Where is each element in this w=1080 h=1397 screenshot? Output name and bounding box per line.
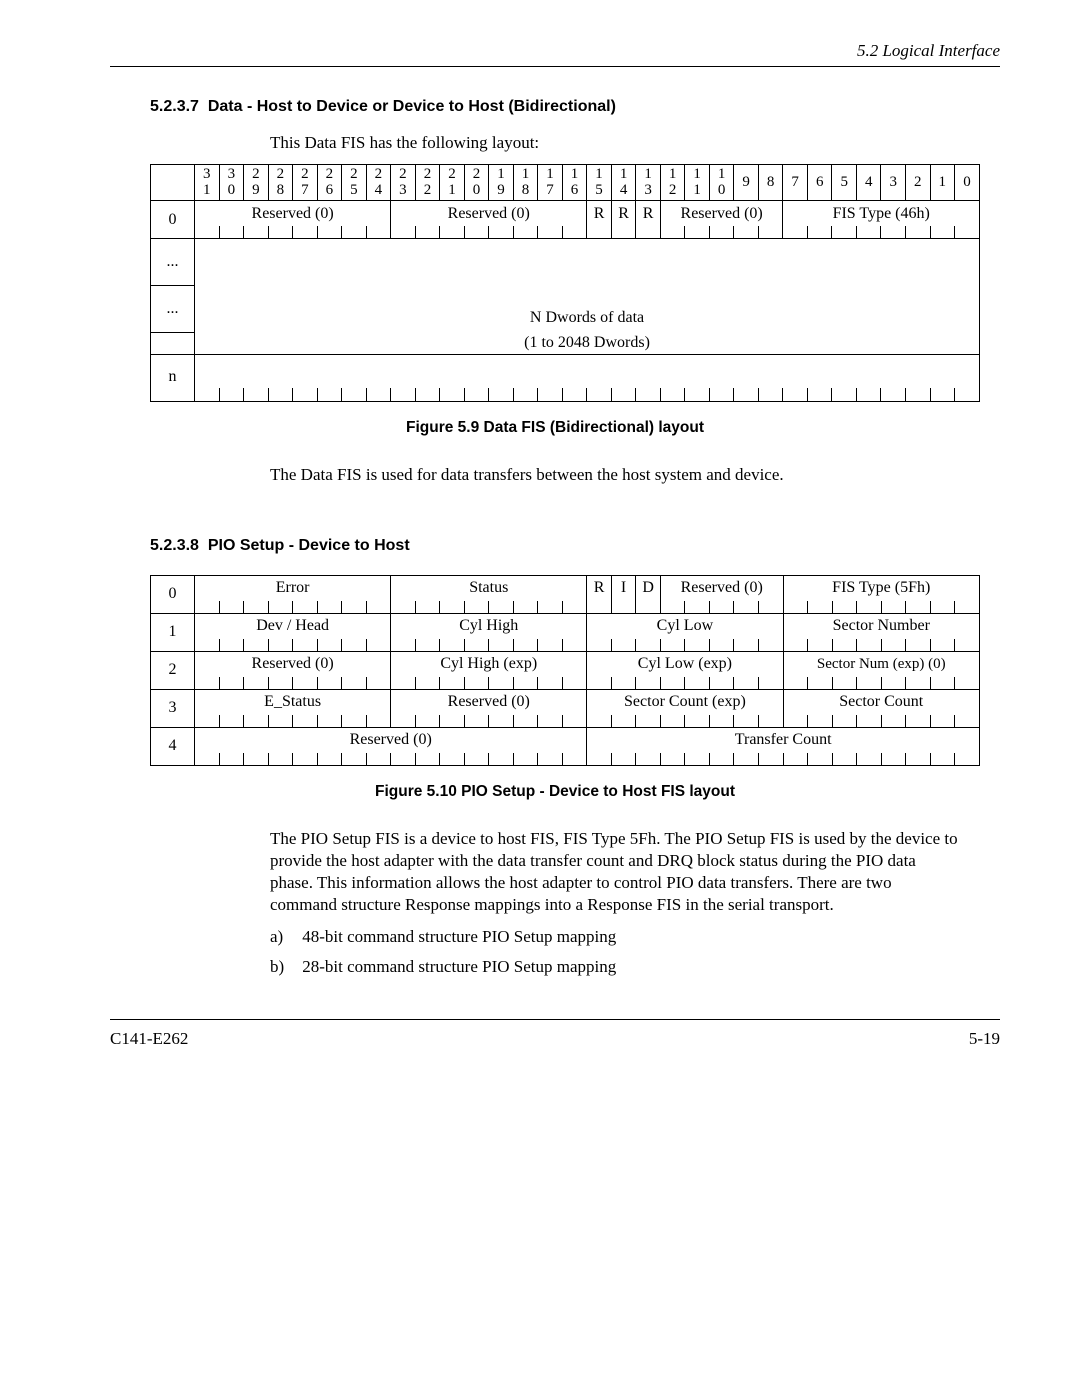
figure-5-10-table: 0 Error Status R I D Reserved (0) FIS Ty…: [150, 575, 980, 766]
footer-left: C141-E262: [110, 1028, 188, 1050]
intro-text: This Data FIS has the following layout:: [270, 132, 1000, 154]
footer-right: 5-19: [969, 1028, 1000, 1050]
bit-header-row: 3130292827262524232221201918171615141312…: [151, 164, 980, 201]
pio-row-4: 4 Reserved (0) Transfer Count: [151, 727, 980, 753]
row-0-ticks: [151, 226, 980, 239]
section-heading-5238: 5.2.3.8 PIO Setup - Device to Host: [150, 536, 1000, 557]
pio-row-4-ticks: [151, 753, 980, 766]
pio-row-3-ticks: [151, 715, 980, 728]
row-n: n: [151, 354, 980, 387]
running-header: 5.2 Logical Interface: [110, 40, 1000, 62]
mapping-list: a) 48-bit command structure PIO Setup ma…: [270, 926, 1000, 978]
figure-5-10-desc: The PIO Setup FIS is a device to host FI…: [270, 828, 960, 916]
figure-5-9-caption: Figure 5.9 Data FIS (Bidirectional) layo…: [110, 418, 1000, 438]
row-dots-2-line2: (1 to 2048 Dwords): [151, 333, 980, 354]
figure-5-9-desc: The Data FIS is used for data transfers …: [270, 464, 1000, 486]
pio-row-0: 0 Error Status R I D Reserved (0) FIS Ty…: [151, 575, 980, 601]
pio-row-2-ticks: [151, 677, 980, 690]
pio-row-2: 2 Reserved (0) Cyl High (exp) Cyl Low (e…: [151, 651, 980, 677]
row-0-labels: 0 Reserved (0) Reserved (0) R R R Reserv…: [151, 201, 980, 227]
section-heading-5237: 5.2.3.7 Data - Host to Device or Device …: [150, 97, 1000, 118]
row-n-ticks: [151, 388, 980, 402]
header-rule: [110, 66, 1000, 67]
figure-5-10-caption: Figure 5.10 PIO Setup - Device to Host F…: [110, 782, 1000, 802]
pio-row-1-ticks: [151, 639, 980, 652]
pio-row-1: 1 Dev / Head Cyl High Cyl Low Sector Num…: [151, 613, 980, 639]
row-dots-1: ... N Dwords of data: [151, 239, 980, 286]
figure-5-9-table: 3130292827262524232221201918171615141312…: [150, 164, 980, 402]
page-footer: C141-E262 5-19: [110, 1028, 1000, 1050]
pio-row-3: 3 E_Status Reserved (0) Sector Count (ex…: [151, 689, 980, 715]
pio-row-0-ticks: [151, 601, 980, 614]
footer-rule: [110, 1019, 1000, 1020]
